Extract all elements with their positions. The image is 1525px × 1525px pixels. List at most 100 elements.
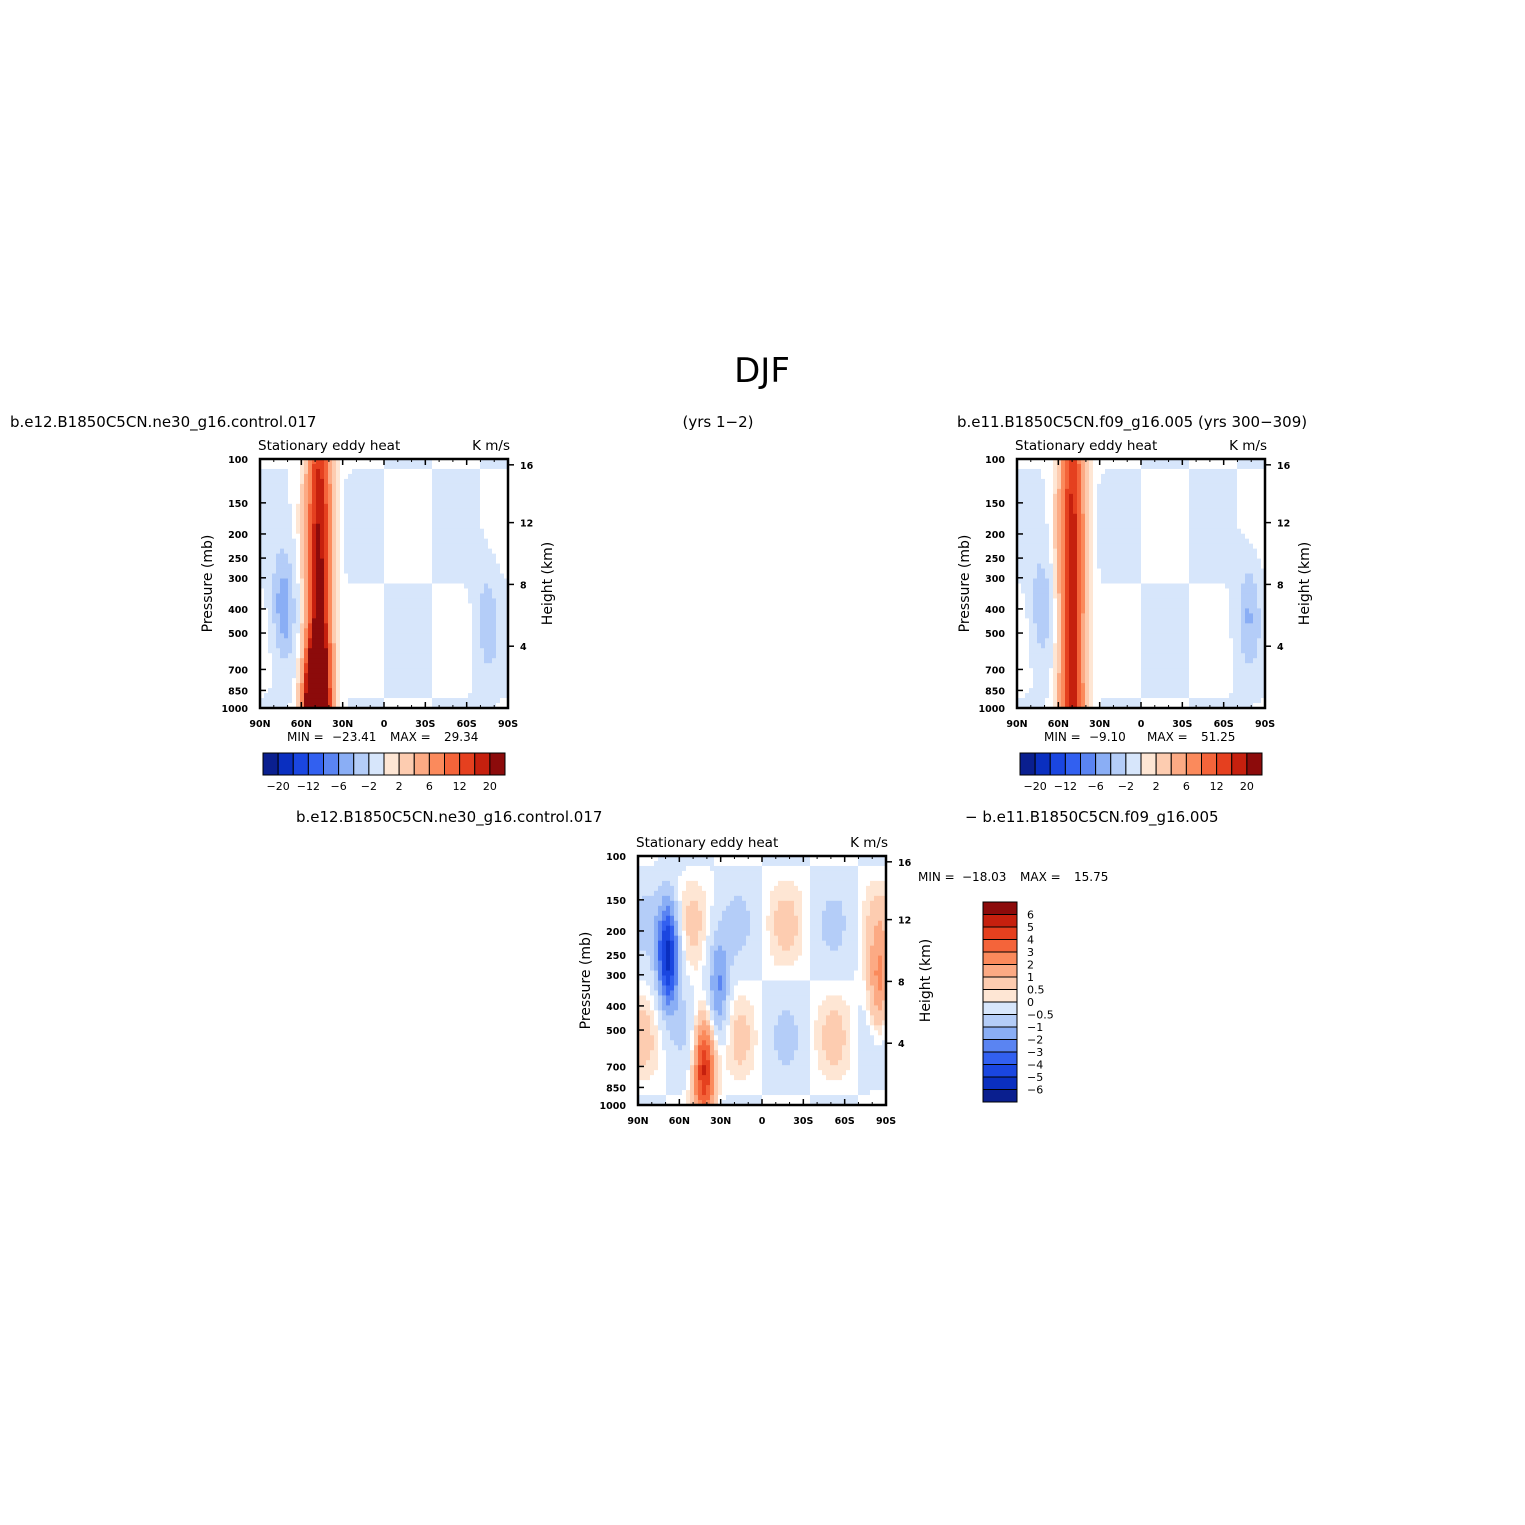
- contour-cell: [476, 478, 481, 485]
- contour-cell: [412, 473, 417, 480]
- contour-cell: [340, 473, 345, 480]
- contour-cell: [492, 478, 497, 485]
- contour-cell: [432, 668, 437, 674]
- contour-cell: [356, 483, 361, 490]
- contour-cell: [1077, 668, 1082, 674]
- contour-cell: [400, 478, 405, 485]
- contour-cell: [1157, 488, 1162, 495]
- contour-cell: [372, 459, 377, 465]
- contour-cell: [264, 588, 269, 595]
- contour-cell: [388, 478, 393, 485]
- contour-cell: [1121, 658, 1126, 664]
- contour-cell: [456, 488, 461, 495]
- contour-cell: [1137, 459, 1142, 465]
- contour-cell: [412, 468, 417, 475]
- contour-cell: [1033, 488, 1038, 495]
- contour-cell: [460, 478, 465, 485]
- contour-cell: [1021, 588, 1026, 595]
- contour-cell: [288, 698, 293, 704]
- contour-cell: [444, 693, 449, 699]
- contour-cell: [396, 653, 401, 659]
- contour-cell: [1125, 598, 1130, 605]
- contour-cell: [440, 678, 445, 684]
- contour-cell: [1109, 588, 1114, 595]
- contour-cell: [436, 463, 441, 470]
- contour-cell: [416, 578, 421, 585]
- contour-cell: [1029, 498, 1034, 505]
- contour-cell: [332, 483, 337, 490]
- contour-cell: [1105, 518, 1110, 525]
- contour-cell: [264, 478, 269, 485]
- contour-cell: [1017, 603, 1022, 609]
- contour-cell: [280, 573, 285, 580]
- contour-cell: [1077, 653, 1082, 659]
- contour-cell: [1065, 663, 1070, 669]
- contour-cell: [500, 459, 505, 465]
- contour-cell: [336, 583, 341, 590]
- contour-cell: [1141, 468, 1146, 475]
- contour-cell: [1045, 613, 1050, 619]
- contour-cell: [344, 513, 349, 520]
- contour-cell: [388, 613, 393, 619]
- contour-cell: [1041, 668, 1046, 674]
- contour-cell: [460, 463, 465, 470]
- contour-cell: [1077, 633, 1082, 639]
- contour-cell: [360, 573, 365, 580]
- contour-cell: [412, 593, 417, 600]
- contour-cell: [1077, 548, 1082, 555]
- contour-cell: [288, 503, 293, 510]
- contour-cell: [1125, 513, 1130, 520]
- contour-cell: [392, 558, 397, 565]
- contour-cell: [464, 538, 469, 545]
- contour-cell: [1117, 643, 1122, 649]
- contour-cell: [1085, 473, 1090, 480]
- contour-cell: [424, 518, 429, 525]
- contour-cell: [472, 483, 477, 490]
- contour-cell: [304, 488, 309, 495]
- contour-cell: [1105, 493, 1110, 500]
- contour-cell: [316, 648, 321, 654]
- contour-cell: [272, 703, 277, 709]
- contour-cell: [1053, 643, 1058, 649]
- contour-cell: [332, 493, 337, 500]
- contour-cell: [416, 598, 421, 605]
- contour-cell: [1121, 663, 1126, 669]
- contour-cell: [1041, 698, 1046, 704]
- contour-cell: [296, 533, 301, 540]
- contour-cell: [1097, 553, 1102, 560]
- contour-cell: [1085, 588, 1090, 595]
- contour-cell: [292, 598, 297, 605]
- contour-cell: [1085, 573, 1090, 580]
- contour-cell: [416, 653, 421, 659]
- contour-cell: [452, 508, 457, 515]
- contour-cell: [1017, 653, 1022, 659]
- contour-cell: [480, 628, 485, 634]
- contour-cell: [472, 678, 477, 684]
- contour-cell: [1145, 518, 1150, 525]
- contour-cell: [1109, 478, 1114, 485]
- contour-cell: [416, 553, 421, 560]
- contour-cell: [1141, 463, 1146, 470]
- contour-cell: [1037, 508, 1042, 515]
- contour-cell: [464, 478, 469, 485]
- contour-cell: [468, 678, 473, 684]
- contour-cell: [304, 688, 309, 694]
- contour-cell: [412, 658, 417, 664]
- contour-cell: [1045, 538, 1050, 545]
- contour-cell: [392, 703, 397, 709]
- contour-cell: [420, 608, 425, 614]
- contour-cell: [344, 573, 349, 580]
- contour-cell: [392, 578, 397, 585]
- contour-cell: [1085, 658, 1090, 664]
- contour-cell: [1073, 528, 1078, 535]
- contour-cell: [428, 663, 433, 669]
- contour-cell: [1085, 533, 1090, 540]
- contour-cell: [476, 693, 481, 699]
- contour-cell: [316, 513, 321, 520]
- contour-cell: [468, 693, 473, 699]
- contour-cell: [296, 459, 301, 465]
- contour-cell: [496, 628, 501, 634]
- contour-cell: [1097, 578, 1102, 585]
- contour-cell: [280, 688, 285, 694]
